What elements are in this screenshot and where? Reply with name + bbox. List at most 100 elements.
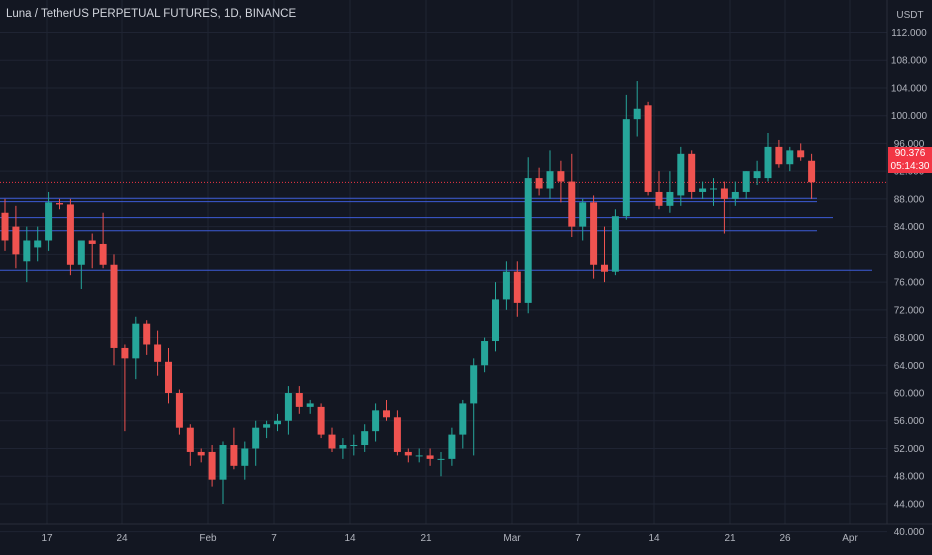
candle[interactable] (426, 448, 434, 466)
candle[interactable] (677, 146, 685, 206)
candle[interactable] (764, 133, 772, 182)
candle-body (546, 171, 554, 189)
candle[interactable] (295, 386, 303, 414)
candle[interactable] (1, 198, 9, 251)
candle[interactable] (339, 438, 347, 459)
candle[interactable] (99, 212, 107, 269)
candle[interactable] (241, 441, 249, 480)
candle[interactable] (568, 153, 576, 238)
candle[interactable] (742, 171, 750, 199)
candle[interactable] (797, 143, 805, 161)
horizontal-levels[interactable] (0, 197, 872, 271)
candle[interactable] (306, 399, 314, 414)
candle[interactable] (611, 209, 619, 276)
candle[interactable] (317, 403, 325, 439)
candle[interactable] (524, 157, 532, 314)
candle[interactable] (393, 410, 401, 456)
candle[interactable] (731, 181, 739, 206)
candle[interactable] (12, 205, 20, 269)
candle[interactable] (557, 160, 565, 203)
candle[interactable] (459, 399, 467, 449)
candle[interactable] (132, 316, 140, 380)
candle[interactable] (481, 337, 489, 373)
candle[interactable] (230, 427, 238, 470)
candle[interactable] (154, 330, 162, 376)
candle-body (644, 105, 652, 192)
candle[interactable] (252, 420, 260, 466)
candle[interactable] (644, 101, 652, 196)
candle-body (121, 347, 129, 359)
candle[interactable] (415, 448, 423, 463)
candle[interactable] (699, 181, 707, 199)
candle[interactable] (143, 320, 151, 355)
candle[interactable] (274, 413, 281, 432)
candle-body (513, 271, 521, 303)
time-tick-label: 26 (779, 533, 791, 544)
candle-body (601, 264, 608, 272)
candle[interactable] (66, 198, 74, 276)
time-tick-label: 21 (420, 533, 432, 544)
candle[interactable] (808, 153, 816, 199)
candle[interactable] (45, 191, 53, 251)
candle[interactable] (88, 233, 96, 269)
candle[interactable] (601, 226, 608, 283)
candle[interactable] (121, 344, 129, 432)
candle-body (492, 299, 499, 342)
time-tick-label: 24 (116, 533, 128, 544)
candle[interactable] (590, 195, 598, 279)
candle[interactable] (175, 389, 183, 435)
candle[interactable] (34, 226, 42, 262)
candle[interactable] (56, 198, 63, 210)
candle[interactable] (350, 434, 358, 456)
candle-body (677, 153, 685, 196)
candle[interactable] (535, 167, 543, 196)
candle[interactable] (753, 160, 761, 186)
candle[interactable] (328, 427, 336, 452)
price-axis-panel[interactable] (887, 0, 932, 524)
candle-body (415, 455, 423, 457)
candle[interactable] (710, 178, 717, 206)
candle[interactable] (165, 347, 172, 404)
candle[interactable] (383, 399, 390, 421)
candle[interactable] (546, 150, 554, 199)
candle-body (557, 171, 565, 182)
currency-label: USDT (896, 10, 924, 21)
candle[interactable] (110, 254, 118, 366)
candle[interactable] (633, 81, 641, 137)
candle[interactable] (492, 282, 499, 352)
candle[interactable] (77, 240, 85, 290)
candle-body (56, 203, 63, 205)
price-tick-label: 60.000 (894, 389, 925, 400)
candle[interactable] (688, 150, 696, 199)
candle[interactable] (502, 261, 510, 310)
candle[interactable] (720, 181, 728, 234)
price-tick-label: 76.000 (894, 278, 925, 289)
candle-body (535, 178, 543, 189)
candle[interactable] (361, 424, 369, 452)
candle[interactable] (263, 420, 271, 439)
candle[interactable] (579, 198, 587, 241)
candle[interactable] (513, 261, 521, 317)
candle[interactable] (655, 171, 663, 210)
candle[interactable] (470, 358, 478, 456)
price-tick-label: 108.000 (891, 56, 928, 67)
candle[interactable] (372, 403, 380, 442)
candle[interactable] (284, 386, 292, 435)
time-tick-label: Mar (503, 533, 521, 544)
candle[interactable] (775, 139, 783, 168)
candle[interactable] (23, 226, 31, 283)
candle[interactable] (448, 427, 456, 466)
candle[interactable] (186, 424, 194, 466)
candle[interactable] (404, 448, 412, 463)
candle[interactable] (219, 441, 227, 504)
candle[interactable] (666, 171, 674, 213)
candle[interactable] (622, 94, 630, 220)
candle[interactable] (437, 451, 445, 477)
candle[interactable] (208, 445, 216, 487)
price-tick-label: 72.000 (894, 305, 925, 316)
candle[interactable] (197, 448, 205, 463)
candle-series[interactable] (1, 81, 816, 504)
candle[interactable] (786, 146, 794, 172)
